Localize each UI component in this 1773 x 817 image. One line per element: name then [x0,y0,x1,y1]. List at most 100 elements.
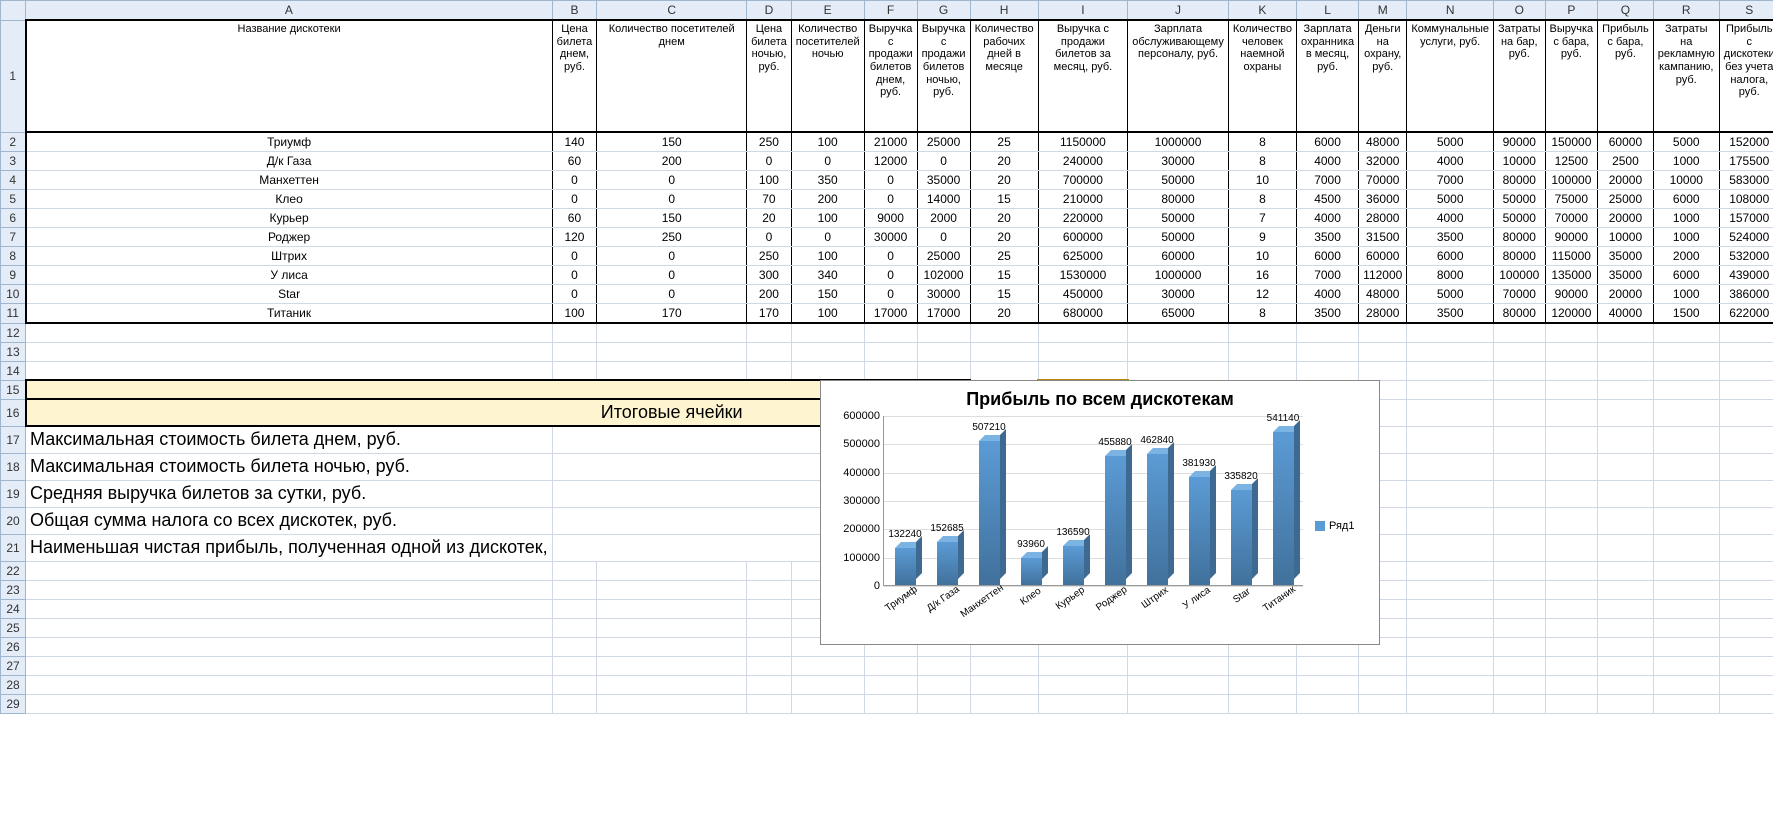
empty-cell[interactable] [1359,323,1407,342]
data-cell[interactable]: 9 [1228,228,1296,247]
data-cell[interactable]: 4000 [1296,285,1358,304]
column-header[interactable]: F [864,1,917,21]
data-cell[interactable]: 60 [552,152,597,171]
data-cell[interactable]: 25000 [1598,190,1654,209]
empty-cell[interactable] [747,453,792,480]
data-cell[interactable]: 625000 [1038,247,1128,266]
empty-cell[interactable] [1653,507,1719,534]
data-cell[interactable]: 2000 [917,209,970,228]
column-header[interactable]: I [1038,1,1128,21]
empty-cell[interactable] [1545,656,1598,675]
empty-cell[interactable] [1494,507,1546,534]
empty-cell[interactable] [1598,380,1654,399]
data-cell[interactable]: 30000 [917,285,970,304]
empty-cell[interactable] [1494,561,1546,580]
empty-cell[interactable] [791,656,864,675]
data-cell[interactable]: 75000 [1545,190,1598,209]
data-cell[interactable]: 6000 [1296,132,1358,152]
data-cell[interactable]: 20 [747,209,792,228]
data-cell[interactable]: 10000 [1494,152,1546,171]
data-cell[interactable]: 240000 [1038,152,1128,171]
data-cell[interactable]: 2500 [1598,152,1654,171]
empty-cell[interactable] [1598,656,1654,675]
empty-cell[interactable] [970,361,1038,380]
data-cell[interactable]: 35000 [1598,266,1654,285]
empty-cell[interactable] [1598,580,1654,599]
data-cell[interactable]: 7000 [1407,171,1494,190]
table-header[interactable]: Затраты на рекламную кампанию, руб. [1653,20,1719,132]
data-cell[interactable]: 1000000 [1128,132,1229,152]
data-cell[interactable]: 0 [747,228,792,247]
column-header[interactable]: A [26,1,553,21]
empty-cell[interactable] [1228,342,1296,361]
summary-label[interactable]: Максимальная стоимость билета ночью, руб… [26,453,553,480]
data-cell[interactable]: 100 [791,247,864,266]
data-cell[interactable]: 60000 [1359,247,1407,266]
data-cell[interactable]: 15 [970,266,1038,285]
empty-cell[interactable] [747,507,792,534]
data-cell[interactable]: 0 [597,171,747,190]
empty-cell[interactable] [1545,480,1598,507]
empty-cell[interactable] [1545,637,1598,656]
empty-cell[interactable] [1128,323,1229,342]
empty-cell[interactable] [1719,561,1773,580]
data-cell[interactable]: Манхеттен [26,171,553,190]
data-cell[interactable]: 20000 [1598,285,1654,304]
empty-cell[interactable] [597,361,747,380]
column-header[interactable]: S [1719,1,1773,21]
data-cell[interactable]: 10000 [1653,171,1719,190]
empty-cell[interactable] [1719,361,1773,380]
table-header[interactable]: Выручка с бара, руб. [1545,20,1598,132]
empty-cell[interactable] [597,694,747,713]
data-cell[interactable]: 140 [552,132,597,152]
empty-cell[interactable] [552,480,597,507]
empty-cell[interactable] [552,694,597,713]
summary-header[interactable] [26,380,553,399]
data-cell[interactable]: 120 [552,228,597,247]
empty-cell[interactable] [26,675,553,694]
empty-cell[interactable] [747,599,792,618]
summary-header[interactable] [747,399,792,426]
row-header[interactable]: 20 [1,507,26,534]
empty-cell[interactable] [1719,534,1773,561]
data-cell[interactable]: 17000 [864,304,917,324]
data-cell[interactable]: 8 [1228,132,1296,152]
data-cell[interactable]: 90000 [1545,285,1598,304]
empty-cell[interactable] [1128,675,1229,694]
data-cell[interactable]: 450000 [1038,285,1128,304]
empty-cell[interactable] [1719,399,1773,426]
data-cell[interactable]: 20 [970,228,1038,247]
empty-cell[interactable] [1545,675,1598,694]
empty-cell[interactable] [970,694,1038,713]
empty-cell[interactable] [747,694,792,713]
data-cell[interactable]: 80000 [1494,228,1546,247]
data-cell[interactable]: 60000 [1128,247,1229,266]
empty-cell[interactable] [1653,656,1719,675]
table-header[interactable]: Цена билета ночью, руб. [747,20,792,132]
empty-cell[interactable] [917,694,970,713]
empty-cell[interactable] [791,361,864,380]
data-cell[interactable]: 20 [970,171,1038,190]
data-cell[interactable]: 0 [597,266,747,285]
summary-label[interactable]: Средняя выручка билетов за сутки, руб. [26,480,553,507]
empty-cell[interactable] [597,323,747,342]
empty-cell[interactable] [1494,380,1546,399]
row-header[interactable]: 26 [1,637,26,656]
empty-cell[interactable] [1407,694,1494,713]
empty-cell[interactable] [26,618,553,637]
data-cell[interactable]: 4000 [1407,152,1494,171]
empty-cell[interactable] [1494,480,1546,507]
empty-cell[interactable] [1598,361,1654,380]
empty-cell[interactable] [1719,618,1773,637]
empty-cell[interactable] [1038,323,1128,342]
empty-cell[interactable] [970,342,1038,361]
empty-cell[interactable] [1545,561,1598,580]
empty-cell[interactable] [1598,675,1654,694]
empty-cell[interactable] [1407,342,1494,361]
empty-cell[interactable] [791,323,864,342]
empty-cell[interactable] [1653,599,1719,618]
row-header[interactable]: 22 [1,561,26,580]
summary-header[interactable] [26,399,553,426]
data-cell[interactable]: 1000 [1653,285,1719,304]
table-header[interactable]: Деньги на охрану, руб. [1359,20,1407,132]
